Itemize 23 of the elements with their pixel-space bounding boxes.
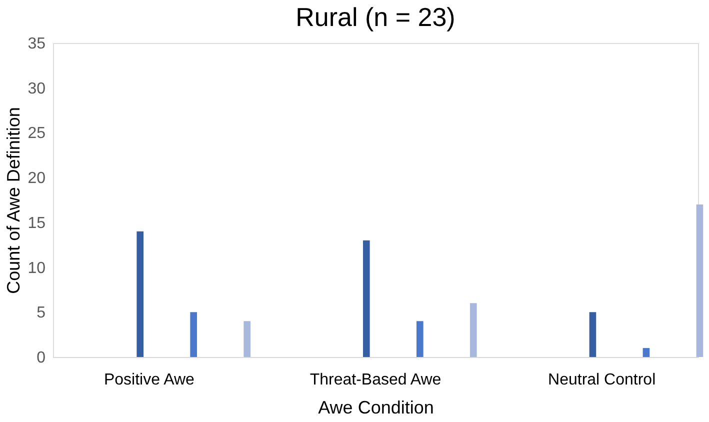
- y-tick-label: 15: [28, 214, 46, 232]
- bar: [136, 231, 144, 357]
- bar: [244, 321, 250, 357]
- bar: [416, 321, 424, 357]
- y-tick-label: 35: [28, 36, 46, 52]
- bar: [470, 303, 477, 357]
- y-axis-title: Count of Awe Definition: [4, 107, 24, 294]
- y-tick-label: 25: [28, 125, 46, 142]
- x-tick-label: Threat-Based Awe: [310, 372, 442, 388]
- bar: [696, 204, 704, 357]
- x-tick-label: Positive Awe: [104, 372, 194, 388]
- bar: [190, 312, 197, 357]
- x-axis-title: Awe Condition: [318, 398, 434, 418]
- y-tick-label: 30: [28, 80, 46, 98]
- y-tick-label: 10: [28, 260, 46, 277]
- x-tick-label: Neutral Control: [548, 372, 656, 388]
- bar: [589, 312, 596, 357]
- bar: [362, 240, 370, 357]
- y-tick-label: 0: [36, 350, 46, 366]
- y-tick-label: 20: [28, 170, 46, 188]
- bar: [642, 348, 650, 357]
- chart-title: Rural (n = 23): [296, 2, 456, 32]
- y-tick-label: 5: [36, 304, 46, 322]
